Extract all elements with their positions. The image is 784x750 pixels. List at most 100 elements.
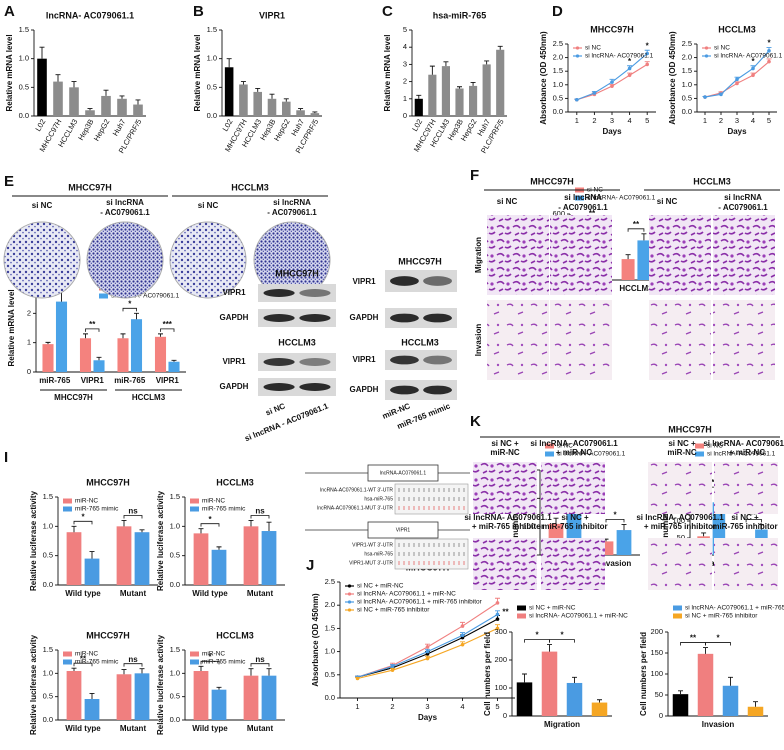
y-axis-label: Absorbance (OD 450nm): [311, 593, 320, 687]
y-tick-label: 1: [27, 338, 31, 347]
blot-band: [423, 355, 452, 365]
sequence-frame: [394, 538, 469, 570]
bar: [117, 98, 127, 116]
y-tick-label: 1.0: [553, 80, 563, 89]
y-tick-label: 2.0: [682, 53, 692, 62]
blot: [258, 353, 336, 371]
legend-label: si NC + miR-765 inhibitor: [685, 613, 758, 620]
sequence-label: VIPR1-WT 3'-UTR: [352, 542, 393, 548]
legend-label: miR-765 mimic: [202, 506, 246, 513]
blot: [258, 378, 336, 396]
y-tick-label: 1.5: [43, 492, 53, 501]
significance-label: *: [208, 652, 212, 661]
blot-band: [263, 289, 295, 297]
group-label: - AC079061.1: [100, 208, 150, 217]
bar: [253, 91, 262, 116]
chart-title: hsa-miR-765: [433, 10, 487, 20]
significance-bracket: [680, 642, 706, 646]
y-axis-label: Relative mRNA level: [193, 34, 202, 111]
error-bar: [71, 81, 77, 88]
y-tick-label: 1.5: [207, 25, 217, 34]
migration-image: [541, 462, 605, 514]
error-bar: [597, 699, 602, 703]
y-tick-label: 1.5: [19, 25, 29, 34]
x-tick-label: Wild type: [192, 724, 228, 733]
x-tick-label: 3: [610, 116, 614, 125]
gene-label: lncRNA-AC079061.1: [380, 470, 427, 476]
legend-label: si lncRNA- AC079061.1: [557, 451, 626, 458]
legend-swatch: [695, 451, 704, 457]
row-label: Migration: [474, 237, 483, 273]
y-tick-label: 0.0: [43, 580, 53, 589]
x-tick-label: 2: [592, 116, 596, 125]
y-tick-label: 1.5: [553, 66, 563, 75]
error-bar: [248, 520, 254, 527]
x-tick-label: 3: [425, 702, 429, 711]
legend-label: si lncRNA- AC079061.1: [707, 451, 776, 458]
bar: [243, 675, 259, 720]
y-axis-label: Relative mRNA level: [383, 34, 392, 111]
point: [495, 617, 500, 621]
bar: [441, 66, 450, 116]
panel-label: F: [470, 167, 479, 184]
series-line: [576, 53, 648, 101]
y-tick-label: 300: [494, 627, 507, 636]
error-bar: [89, 692, 95, 699]
point: [495, 612, 500, 617]
error-bar: [457, 86, 462, 89]
legend-label: miR-765 mimic: [202, 659, 246, 666]
group-label: si NC: [32, 201, 53, 210]
error-bar: [198, 528, 204, 534]
x-tick-label: 2: [390, 702, 394, 711]
y-tick-label: 0.5: [43, 551, 53, 560]
point: [645, 62, 649, 67]
legend-swatch: [347, 600, 352, 604]
invasion-image: [487, 300, 549, 380]
legend-swatch: [190, 498, 199, 504]
y-tick-label: 0.5: [325, 670, 335, 679]
y-tick-label: 1.5: [325, 623, 335, 632]
significance-label: *: [716, 634, 720, 643]
bar: [211, 549, 227, 585]
significance-bracket: [745, 519, 762, 523]
tile-label: si lncRNA- AC079061.1: [530, 439, 618, 448]
blot: [385, 350, 457, 370]
legend-swatch: [673, 605, 682, 611]
blot-band: [263, 358, 295, 366]
x-tick-label: VIPR1: [156, 376, 180, 385]
legend-swatch: [347, 608, 352, 612]
tile-label: miR-NC: [667, 448, 697, 457]
tile-label: + miR-765 inhibitor: [644, 522, 716, 531]
tile-label: + miR-765 inhibitor: [472, 522, 544, 531]
invasion-image: [648, 462, 712, 514]
bar: [541, 651, 558, 716]
gene-box: [367, 464, 439, 482]
significance-label: **: [690, 634, 697, 643]
y-axis-label: Relative luciferase activity: [29, 634, 38, 735]
significance-bracket: [73, 520, 93, 525]
point: [425, 656, 430, 661]
error-bar: [139, 668, 145, 674]
legend-label: miR-NC: [202, 498, 225, 505]
x-tick-label: 4: [751, 116, 755, 125]
y-tick-label: 100: [650, 669, 663, 678]
point: [627, 73, 632, 78]
y-axis-label: Cell numbers per field: [483, 632, 492, 716]
x-tick-label: Mutant: [247, 724, 274, 733]
x-tick-label: 5: [495, 702, 499, 711]
group-label: si NC: [497, 197, 518, 206]
colony-plate: [86, 221, 164, 299]
blot-band: [423, 313, 452, 323]
bar: [93, 360, 105, 372]
cell-header: HCCLM3: [231, 182, 269, 192]
significance-bracket: [73, 662, 93, 667]
error-bar: [266, 521, 272, 532]
cell-header: MHCC97H: [275, 268, 319, 278]
error-bar: [701, 532, 707, 537]
point: [719, 92, 723, 97]
legend-swatch: [545, 451, 554, 457]
group-label: - AC079061.1: [718, 203, 768, 212]
blot-band: [299, 289, 331, 297]
migration-image: [541, 538, 605, 590]
significance-label: **: [589, 209, 596, 218]
